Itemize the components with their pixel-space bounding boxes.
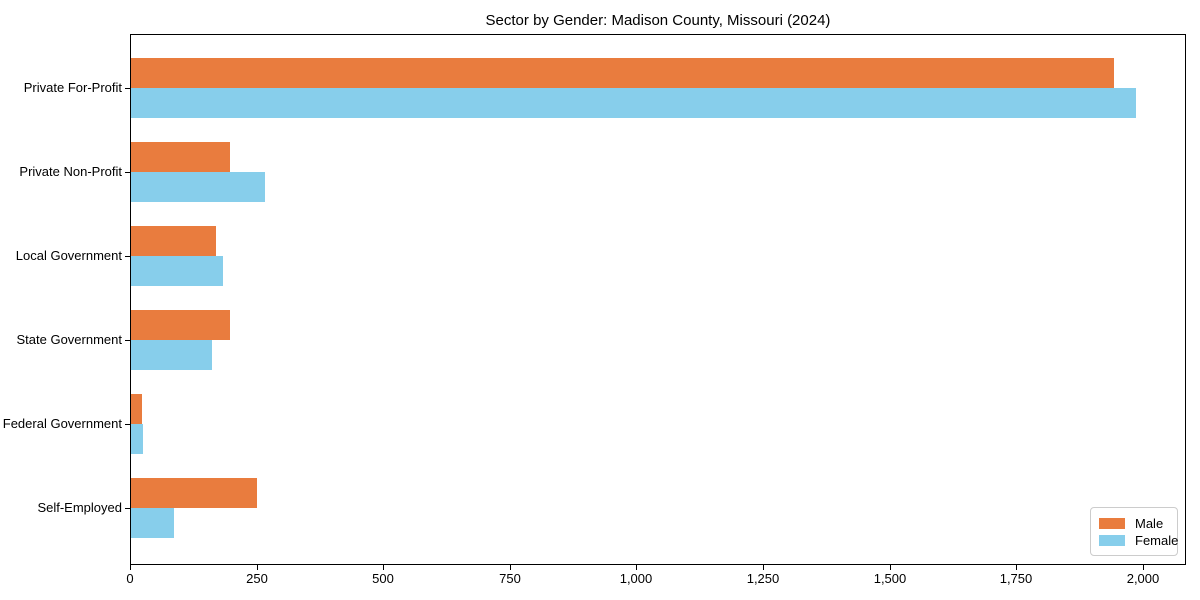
bar-male-private-non-profit [131,142,230,172]
legend-row-male: Male [1099,515,1169,531]
x-tick-mark [763,565,764,570]
legend-swatch-female [1099,534,1125,546]
bar-male-local-government [131,226,216,256]
legend-label-male: Male [1135,515,1164,531]
y-tick-label-private-for-profit: Private For-Profit [23,80,122,95]
y-tick-label-private-non-profit: Private Non-Profit [19,164,122,179]
bar-female-self-employed [131,508,174,538]
y-tick-mark [125,88,130,89]
y-tick-mark [125,340,130,341]
y-tick-mark [125,508,130,509]
x-tick-label-1-250: 1,250 [746,571,780,586]
bar-male-federal-government [131,394,142,424]
bar-female-private-for-profit [131,88,1136,118]
x-tick-mark [383,565,384,570]
x-tick-mark [257,565,258,570]
x-tick-label-0: 0 [126,571,134,586]
bar-female-federal-government [131,424,143,454]
legend-swatch-male [1099,517,1125,529]
y-tick-label-self-employed: Self-Employed [37,500,122,515]
legend-row-female: Female [1099,532,1178,548]
y-tick-mark [125,256,130,257]
y-tick-label-federal-government: Federal Government [2,416,122,431]
x-tick-label-1-000: 1,000 [619,571,653,586]
x-tick-mark [1143,565,1144,570]
x-tick-label-1-750: 1,750 [999,571,1033,586]
x-tick-mark [890,565,891,570]
x-tick-mark [510,565,511,570]
chart-title: Sector by Gender: Madison County, Missou… [485,12,831,29]
x-tick-mark [130,565,131,570]
y-tick-label-local-government: Local Government [15,248,122,263]
x-tick-label-500: 500 [372,571,394,586]
bar-female-private-non-profit [131,172,265,202]
bar-female-state-government [131,340,212,370]
y-tick-mark [125,172,130,173]
bar-male-self-employed [131,478,257,508]
y-tick-label-state-government: State Government [16,332,123,347]
bar-male-private-for-profit [131,58,1114,88]
x-tick-label-750: 750 [499,571,521,586]
x-tick-label-250: 250 [246,571,268,586]
plot-area [130,34,1186,565]
bar-male-state-government [131,310,230,340]
bar-female-local-government [131,256,223,286]
legend: Male Female [1090,507,1178,556]
x-tick-label-2-000: 2,000 [1126,571,1160,586]
x-tick-label-1-500: 1,500 [873,571,907,586]
x-tick-mark [1016,565,1017,570]
legend-label-female: Female [1135,532,1179,548]
x-tick-mark [636,565,637,570]
y-tick-mark [125,424,130,425]
